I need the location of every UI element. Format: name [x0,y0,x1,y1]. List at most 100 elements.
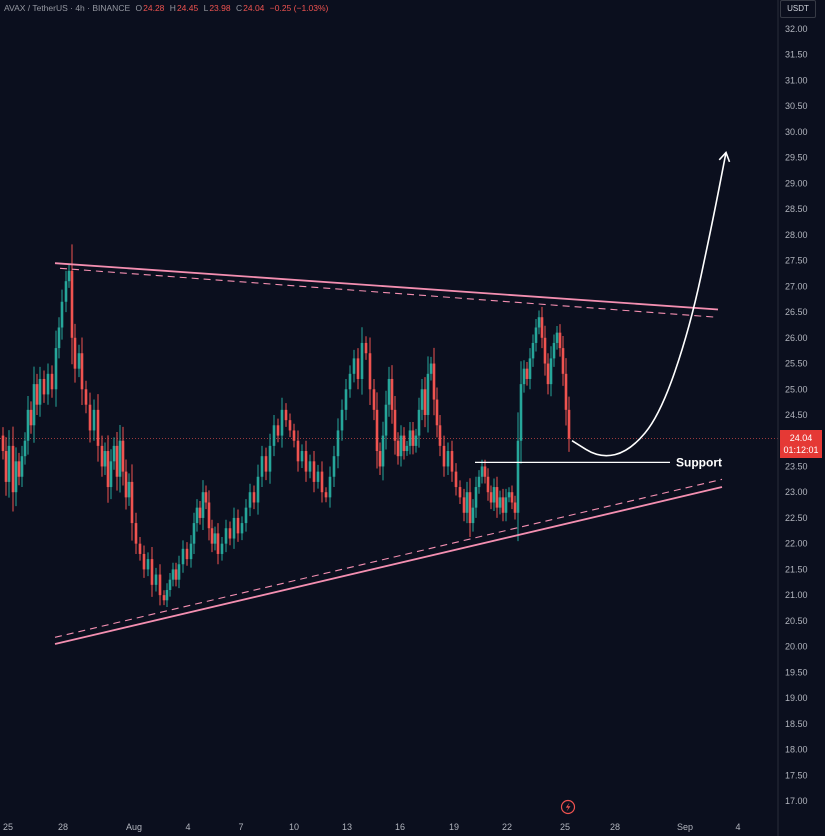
candle-body [352,358,356,374]
x-tick-label: Sep [677,822,693,832]
candle-body [146,559,150,570]
candle-body [393,409,397,441]
candle-body [17,461,21,477]
candle-body [232,517,236,539]
candle-body [112,445,116,462]
y-tick-label: 28.00 [785,230,808,240]
y-tick-label: 26.50 [785,307,808,317]
candle-body [462,497,466,513]
candle-body [534,327,538,343]
x-tick-label: 10 [289,822,299,832]
candle-body [189,543,193,560]
candle-body [213,533,217,544]
change-value: −0.25 (−1.03%) [269,3,329,13]
candle-body [348,373,352,390]
candle-body [454,471,458,488]
candle-body [162,595,166,601]
candle-body [46,373,50,395]
y-tick-label: 18.50 [785,719,808,729]
y-tick-label: 27.50 [785,256,808,266]
candle-body [567,409,571,439]
candle-body [73,337,77,369]
candle-body [486,476,490,493]
candle-body [399,435,403,457]
candle-body [106,451,110,488]
y-tick-label: 23.50 [785,461,808,471]
candle-body [537,317,541,328]
candle-body [38,378,42,405]
candle-body [492,487,496,503]
resistance-line[interactable] [54,262,719,311]
candle-body [84,389,88,405]
candle-body [498,497,502,508]
x-tick-label: 16 [395,822,405,832]
currency-button[interactable]: USDT [780,0,816,18]
candle-body [495,487,499,508]
candle-body [256,476,260,503]
candle-body [88,404,92,431]
candle-body [7,445,11,482]
y-tick-label: 31.50 [785,50,808,60]
candle-body [336,430,340,457]
trendlines-group [54,262,723,645]
candle-body [429,363,433,374]
candle-body [96,409,100,446]
candle-body [390,378,394,410]
x-tick-label: 25 [3,822,13,832]
candle-body [483,466,487,477]
candle-body [210,528,214,544]
candle-body [552,342,556,359]
candle-body [64,281,68,302]
support-line[interactable] [54,478,723,638]
y-tick-label: 30.50 [785,101,808,111]
y-tick-label: 20.50 [785,616,808,626]
candle-body [272,425,276,446]
candle-body [504,497,508,513]
candle-body [320,471,324,493]
candle-body [50,373,54,390]
candle-body [405,445,409,452]
candle-body [396,440,400,457]
candle-body [228,528,232,539]
x-tick-label: 4 [185,822,190,832]
candle-body [558,332,562,349]
candle-body [304,451,308,472]
y-tick-label: 22.00 [785,539,808,549]
y-tick-label: 26.00 [785,333,808,343]
candle-body [408,430,412,446]
y-tick-label: 30.00 [785,127,808,137]
support-line[interactable] [54,486,723,645]
candle-body [450,451,454,472]
candle-body [127,481,131,498]
high-label: H [169,3,176,13]
candle-body [23,440,27,457]
price-axis[interactable]: 32.00 31.50 31.00 30.50 30.00 29.50 29.00 28.50… [785,24,808,806]
candle-body [118,440,122,477]
candle-body [35,384,39,405]
candle-body [288,420,292,431]
candle-body [546,363,550,385]
x-tick-label: 22 [502,822,512,832]
candle-body [268,445,272,472]
candle-body [240,523,244,534]
lightning-icon[interactable] [560,799,576,815]
x-tick-label: Aug [126,822,142,832]
candle-body [446,451,450,467]
candle-body [480,466,484,477]
candle-body [192,523,196,544]
candle-body [414,435,418,446]
candle-body [154,574,158,585]
candle-body [477,476,481,488]
last-price-tag: 24.04 01:12:01 [780,430,822,458]
candle-body [181,548,185,565]
candle-body [387,378,391,405]
y-tick-label: 27.00 [785,281,808,291]
symbol-label[interactable]: AVAX / TetherUS · 4h · BINANCE [4,3,131,13]
candle-body [340,409,344,431]
close-label: C [235,3,243,13]
time-axis[interactable]: 25 28 Aug 4 7 10 13 16 19 22 25 28 Sep 4 [3,822,741,832]
candle-body [32,384,36,426]
y-tick-label: 29.00 [785,178,808,188]
resistance-line[interactable] [59,267,717,318]
